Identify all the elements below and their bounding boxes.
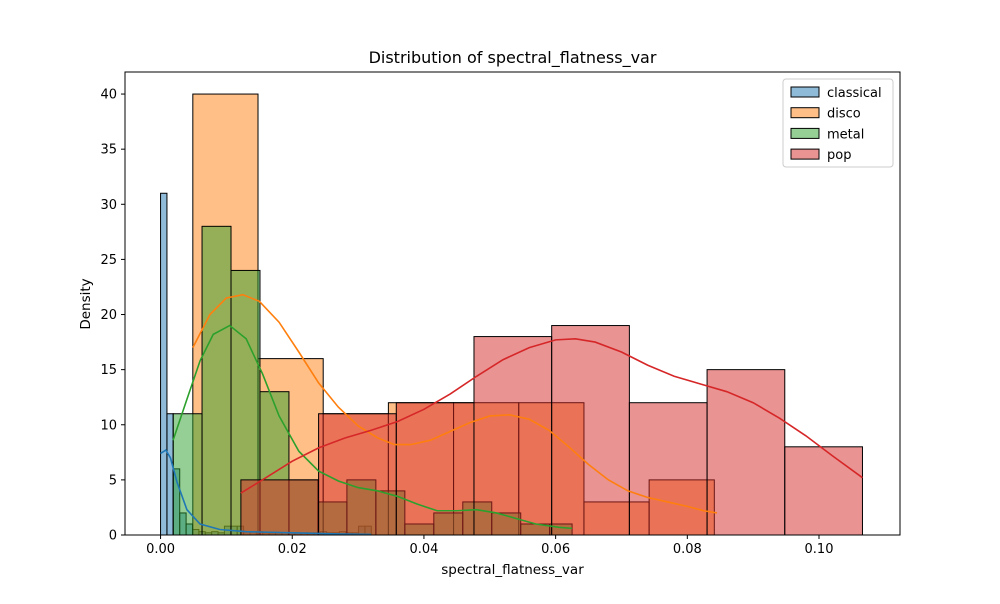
bar-pop-4: [551, 325, 630, 536]
bar-pop-3: [473, 336, 553, 536]
y-tick-label-7: 35: [100, 143, 117, 158]
legend-label-pop: pop: [827, 148, 851, 163]
bar-pop-6: [706, 369, 786, 536]
y-tick-label-1: 5: [109, 473, 117, 488]
legend-swatch-pop: [790, 148, 820, 160]
y-tick-label-8: 40: [100, 88, 117, 103]
legend-swatch-metal: [790, 127, 820, 139]
x-axis-label: spectral_flatness_var: [441, 562, 584, 578]
x-tick-label-2: 0.04: [409, 542, 438, 557]
legend-label-metal: metal: [827, 127, 864, 142]
legend-label-classical: classical: [827, 86, 882, 101]
kde-line-classical: [160, 449, 372, 536]
legend-label-disco: disco: [827, 107, 861, 122]
bar-pop-2: [395, 402, 475, 536]
kde-line-disco: [192, 293, 718, 514]
bar-pop-7: [784, 446, 863, 536]
x-tick-label-0: 0.00: [146, 542, 175, 557]
axes-frame: [124, 71, 901, 536]
bar-metal-0: [172, 413, 203, 536]
kde-line-pop: [240, 337, 863, 494]
legend-swatch-disco: [790, 107, 820, 119]
kde-line-metal: [172, 324, 573, 530]
x-tick-label-5: 0.10: [805, 542, 834, 557]
bar-classical-0: [160, 192, 168, 536]
bar-pop-0: [240, 479, 320, 536]
y-tick-label-4: 20: [100, 308, 117, 323]
y-tick-label-5: 25: [100, 253, 117, 268]
x-tick-label-1: 0.02: [278, 542, 307, 557]
series-pop-bars: [240, 325, 863, 536]
bar-pop-5: [628, 402, 708, 536]
legend-swatch-classical: [790, 86, 820, 98]
bar-pop-1: [318, 413, 397, 536]
bar-metal-1: [201, 225, 232, 536]
y-axis-label: Density: [78, 278, 94, 329]
y-tick-label-6: 30: [100, 198, 117, 213]
chart-title: Distribution of spectral_flatness_var: [369, 48, 657, 68]
x-tick-label-4: 0.08: [673, 542, 702, 557]
legend: classical disco metal pop: [782, 78, 894, 168]
y-tick-label-2: 10: [100, 418, 117, 433]
x-tick-label-3: 0.06: [541, 542, 570, 557]
plot-area: [160, 93, 863, 536]
y-tick-label-0: 0: [109, 529, 117, 544]
bar-classical-1: [166, 413, 174, 536]
axes: 0.00 0.02 0.04 0.06 0.08 0.10 0 5 10 15 20 25 30 35 40: [100, 71, 901, 557]
y-tick-label-3: 15: [100, 363, 117, 378]
legend-box: [782, 78, 894, 168]
